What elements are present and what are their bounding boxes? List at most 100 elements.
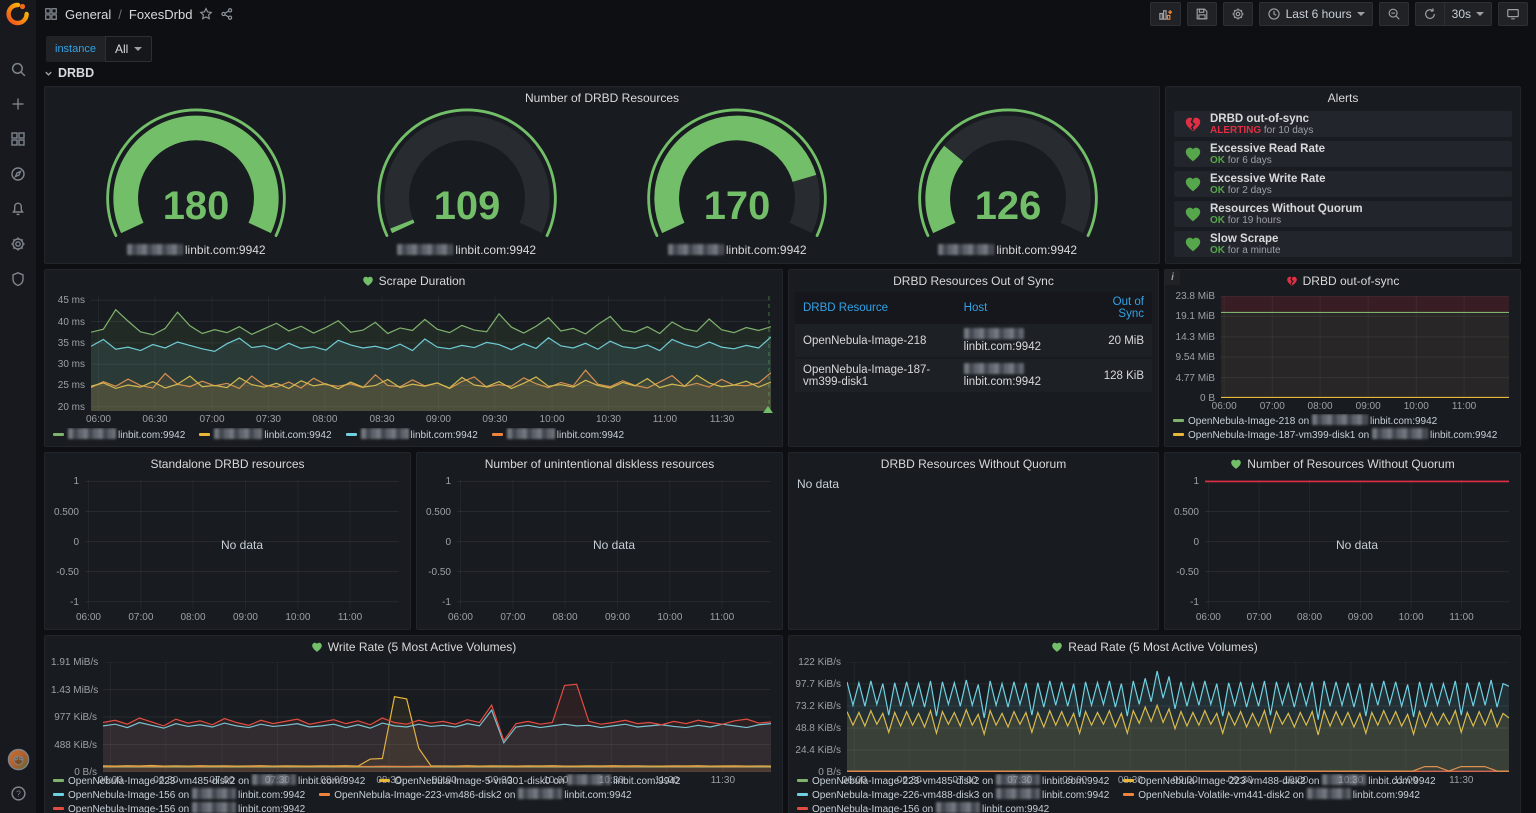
- user-avatar[interactable]: [6, 747, 30, 771]
- panel-title-quorum-graph[interactable]: Number of Resources Without Quorum: [1165, 453, 1520, 475]
- panel-title-read[interactable]: Read Rate (5 Most Active Volumes): [789, 636, 1520, 658]
- panel-title-diskless[interactable]: Number of unintentional diskless resourc…: [417, 453, 782, 475]
- panel-title-quorum-table[interactable]: DRBD Resources Without Quorum: [789, 453, 1158, 475]
- legend-item[interactable]: OpenNebula-Image-223-vm488-disk2 on linb…: [1123, 774, 1436, 788]
- legend-item[interactable]: OpenNebula-Volatile-vm441-disk2 on linbi…: [1123, 788, 1420, 802]
- alert-rule-name: Excessive Read Rate: [1210, 142, 1326, 155]
- legend-item[interactable]: OpenNebula-Image-156 on linbit.com:9942: [53, 788, 305, 802]
- legend-item[interactable]: OpenNebula-Image-156 on linbit.com:9942: [53, 802, 305, 813]
- time-range-label: Last 6 hours: [1285, 7, 1352, 21]
- legend-item[interactable]: OpenNebula-Image-218 on linbit.com:9942: [1173, 414, 1437, 428]
- refresh-interval-picker[interactable]: 30s: [1444, 2, 1492, 26]
- panel-title-alerts[interactable]: Alerts: [1166, 87, 1520, 109]
- plot-area: No data: [1205, 479, 1509, 609]
- x-axis-tick: 09:00: [232, 612, 258, 623]
- search-icon[interactable]: [6, 57, 30, 81]
- y-axis-tick: -1: [1190, 596, 1199, 608]
- legend-item[interactable]: linbit.com:9942: [345, 428, 478, 442]
- x-axis-tick: 07:00: [199, 414, 225, 425]
- panel-alerts: Alerts DRBD out-of-sync ALERTING for 10 d…: [1165, 86, 1521, 264]
- alert-rule-state: OK for 6 days: [1210, 154, 1272, 166]
- redacted-hostname: [963, 328, 1024, 339]
- panel-title-gauges[interactable]: Number of DRBD Resources: [45, 87, 1159, 109]
- x-axis-tick: 07:00: [128, 612, 154, 623]
- table-column-header[interactable]: DRBD Resource: [795, 292, 956, 324]
- redacted-hostname: [1372, 428, 1428, 439]
- table-column-header[interactable]: Out of Sync: [1087, 292, 1152, 324]
- svg-text:?: ?: [16, 788, 21, 798]
- panel-title-scrape[interactable]: Scrape Duration: [45, 270, 782, 292]
- x-axis-tick: 09:30: [482, 414, 508, 425]
- template-variables: instance All: [46, 36, 153, 62]
- x-axis-tick: 11:00: [337, 612, 363, 623]
- panel-title-write[interactable]: Write Rate (5 Most Active Volumes): [45, 636, 782, 658]
- breadcrumb-dashboard[interactable]: FoxesDrbd: [128, 6, 193, 22]
- y-axis-tick: 48.8 KiB/s: [795, 723, 841, 734]
- diskless-chart: No data 1 0.500 0 -0.50 -1 06:00 07:00 08:00 09:0…: [423, 475, 776, 625]
- legend-item[interactable]: OpenNebula-Image-5-vm301-disk0 on linbit…: [379, 774, 680, 788]
- oos-chart: 0 B 4.77 MiB 9.54 MiB 14.3 MiB 19.1 MiB 23.8 …: [1171, 291, 1514, 414]
- panel-number-of-drbd-resources: Number of DRBD Resources 180 linbit.com:9…: [44, 86, 1160, 264]
- x-axis-tick: 06:00: [1195, 612, 1221, 623]
- panel-title-text: DRBD out-of-sync: [1302, 274, 1400, 288]
- zoom-out-button[interactable]: [1378, 2, 1409, 26]
- legend-item[interactable]: OpenNebula-Image-187-vm399-disk1 on linb…: [1173, 428, 1497, 442]
- refresh-button[interactable]: [1414, 2, 1445, 26]
- x-axis-tick: 07:00: [1259, 401, 1285, 412]
- alert-rule-item[interactable]: DRBD out-of-sync ALERTING for 10 days: [1174, 111, 1512, 137]
- panel-title-standalone[interactable]: Standalone DRBD resources: [45, 453, 410, 475]
- panel-info-icon[interactable]: i: [1165, 270, 1180, 285]
- x-axis-tick: 10:00: [1283, 775, 1309, 786]
- x-axis-tick: 06:30: [142, 414, 168, 425]
- gauge: 170 linbit.com:9942: [642, 107, 832, 257]
- y-axis-tick: -1: [442, 596, 451, 608]
- create-plus-icon[interactable]: [6, 92, 30, 116]
- panel-title-text: Alerts: [1327, 91, 1359, 105]
- legend-item[interactable]: OpenNebula-Image-226-vm488-disk3 on linb…: [797, 788, 1109, 802]
- y-axis-tick: 35 ms: [57, 337, 85, 349]
- legend-item[interactable]: OpenNebula-Image-223-vm485-disk2 on linb…: [797, 774, 1109, 788]
- panel-title-oos-table[interactable]: DRBD Resources Out of Sync: [789, 270, 1158, 292]
- dashboard-settings-button[interactable]: [1222, 2, 1253, 26]
- legend-item[interactable]: OpenNebula-Image-156 on linbit.com:9942: [797, 802, 1049, 813]
- variable-value-dropdown[interactable]: All: [104, 36, 153, 62]
- legend-item[interactable]: OpenNebula-Image-223-vm485-disk2 on linb…: [53, 774, 365, 788]
- dashboards-icon[interactable]: [6, 127, 30, 151]
- cell-out-of-sync: 20 MiB: [1087, 324, 1152, 359]
- x-axis-tick: 08:00: [552, 612, 578, 623]
- table-column-header[interactable]: Host: [955, 292, 1088, 324]
- grafana-logo-icon[interactable]: [4, 1, 32, 29]
- alert-rule-item[interactable]: Excessive Read Rate OK for 6 days: [1174, 141, 1512, 167]
- gauge-host-label: linbit.com:9942: [397, 243, 536, 257]
- server-admin-shield-icon[interactable]: [6, 267, 30, 291]
- configuration-gear-icon[interactable]: [6, 232, 30, 256]
- alert-rule-item[interactable]: Resources Without Quorum OK for 19 hours: [1174, 201, 1512, 227]
- y-axis-tick: 0 B/s: [818, 767, 841, 778]
- table-row: OpenNebula-Image-218 linbit.com:9942 20 Mi…: [795, 324, 1152, 359]
- legend-item[interactable]: linbit.com:9942: [491, 428, 624, 442]
- explore-compass-icon[interactable]: [6, 162, 30, 186]
- share-icon[interactable]: [220, 7, 234, 21]
- cell-host: linbit.com:9942: [955, 324, 1088, 359]
- add-panel-button[interactable]: [1149, 2, 1181, 26]
- variable-label[interactable]: instance: [46, 36, 105, 62]
- panel-title-oos-graph[interactable]: DRBD out-of-sync: [1165, 270, 1520, 292]
- legend-item[interactable]: linbit.com:9942: [199, 428, 332, 442]
- alert-rule-item[interactable]: Slow Scrape OK for a minute: [1174, 231, 1512, 257]
- legend-item[interactable]: OpenNebula-Image-223-vm486-disk2 on linb…: [319, 788, 632, 802]
- redacted-hostname: [667, 244, 724, 255]
- alert-rule-item[interactable]: Excessive Write Rate OK for 2 days: [1174, 171, 1512, 197]
- legend-item[interactable]: linbit.com:9942: [53, 428, 185, 442]
- row-toggle-drbd[interactable]: DRBD: [44, 66, 94, 80]
- no-data-text: No data: [797, 477, 840, 491]
- time-range-picker[interactable]: Last 6 hours: [1258, 2, 1373, 26]
- help-icon[interactable]: ?: [6, 781, 30, 805]
- alerting-bell-icon[interactable]: [6, 197, 30, 221]
- breadcrumb-folder[interactable]: General: [65, 6, 112, 22]
- redacted-hostname: [996, 774, 1040, 785]
- save-dashboard-button[interactable]: [1186, 2, 1217, 26]
- star-icon[interactable]: [199, 7, 213, 21]
- cycle-view-mode-button[interactable]: [1498, 2, 1528, 26]
- legend-swatch-icon: [199, 433, 211, 436]
- y-axis-tick: 1.43 MiB/s: [51, 684, 99, 696]
